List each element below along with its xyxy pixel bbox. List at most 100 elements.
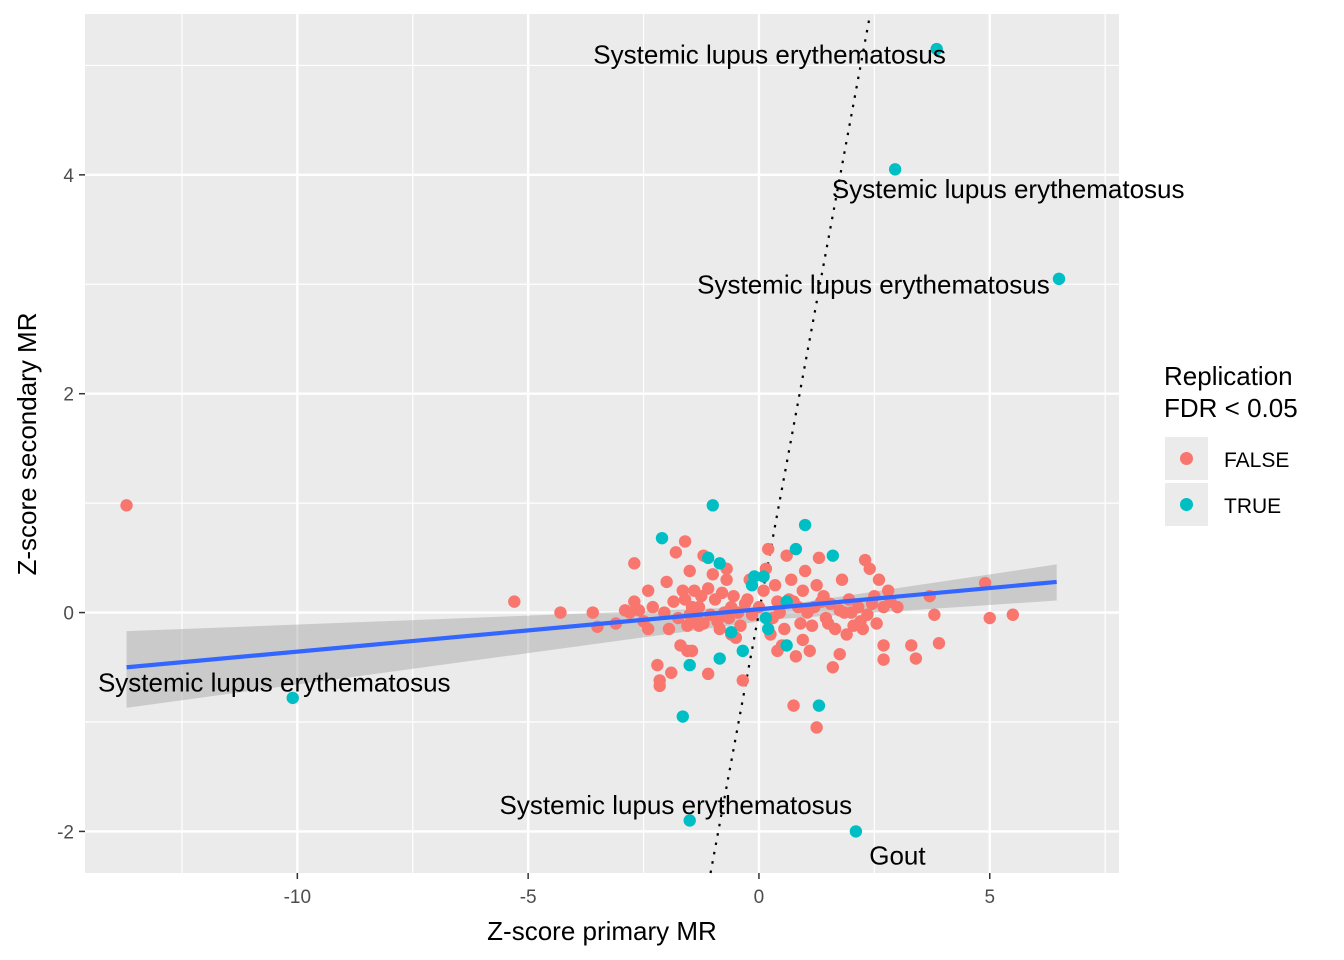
point-true-1 xyxy=(888,163,902,176)
point-false-42 xyxy=(798,564,812,578)
point-false-57 xyxy=(872,573,886,586)
point-false-71 xyxy=(1006,608,1020,621)
point-false-101 xyxy=(828,622,842,636)
point-false-26 xyxy=(701,667,715,681)
point-false-125 xyxy=(632,604,646,617)
point-false-114 xyxy=(685,600,699,614)
point-false-41 xyxy=(789,650,803,663)
point-false-91 xyxy=(778,622,791,636)
fit-line xyxy=(126,579,1057,670)
y-tick-label: 2 xyxy=(63,385,74,406)
point-false-70 xyxy=(983,611,996,625)
y-axis-title: Z-score secondary MR xyxy=(12,313,42,576)
x-tick-label: 5 xyxy=(984,887,995,908)
point-true-7 xyxy=(655,531,669,545)
point-false-13 xyxy=(651,658,664,672)
point-true-4 xyxy=(683,814,696,827)
annotation-label-3: Systemic lupus erythematosus xyxy=(98,668,451,698)
point-false-1 xyxy=(508,595,521,608)
point-false-81 xyxy=(727,589,740,603)
point-false-33 xyxy=(736,674,749,687)
point-false-0 xyxy=(120,499,133,512)
x-axis: -10 -5 0 5 xyxy=(284,873,995,908)
point-false-96 xyxy=(801,606,814,619)
point-false-49 xyxy=(826,661,840,674)
point-false-3 xyxy=(586,606,599,619)
data-points xyxy=(120,42,1066,838)
point-true-22 xyxy=(725,626,738,639)
point-false-130 xyxy=(840,628,853,641)
point-true-17 xyxy=(812,699,826,712)
point-true-0 xyxy=(930,42,943,56)
y-tick-label: -2 xyxy=(57,822,74,843)
point-false-64 xyxy=(905,639,918,652)
point-true-8 xyxy=(798,518,812,532)
point-false-45 xyxy=(810,721,823,734)
legend-title-line-2: FDR < 0.05 xyxy=(1164,393,1298,423)
point-true-20 xyxy=(736,644,749,658)
point-false-133 xyxy=(771,644,784,658)
point-true-16 xyxy=(676,710,689,723)
point-false-12 xyxy=(641,622,655,636)
annotation-label-0: Systemic lupus erythematosus xyxy=(593,39,946,69)
point-false-131 xyxy=(681,644,694,658)
point-false-126 xyxy=(662,622,676,636)
point-false-105 xyxy=(851,600,865,614)
point-false-87 xyxy=(757,584,770,597)
legend-label-false: FALSE xyxy=(1224,449,1289,472)
point-false-106 xyxy=(861,608,874,621)
point-false-89 xyxy=(768,579,782,592)
point-false-83 xyxy=(734,619,747,632)
point-true-23 xyxy=(761,622,775,636)
x-tick-label: -10 xyxy=(284,887,311,908)
point-false-95 xyxy=(796,584,809,597)
legend: Replication FDR < 0.05 FALSE TRUE xyxy=(1164,361,1298,526)
major-gridlines xyxy=(85,14,1119,873)
point-false-68 xyxy=(932,637,946,650)
point-false-77 xyxy=(708,593,722,606)
point-true-14 xyxy=(757,570,770,583)
point-false-116 xyxy=(695,589,708,603)
point-false-8 xyxy=(628,557,641,570)
legend-label-true: TRUE xyxy=(1224,495,1281,518)
x-axis-title: Z-score primary MR xyxy=(487,916,717,946)
point-false-18 xyxy=(669,546,683,559)
y-tick-label: 4 xyxy=(63,166,74,187)
legend-marker-false xyxy=(1180,452,1193,465)
point-true-2 xyxy=(1052,272,1066,286)
annotation-label-4: Systemic lupus erythematosus xyxy=(500,790,853,820)
x-tick-label: -5 xyxy=(520,887,537,908)
point-false-112 xyxy=(676,584,689,597)
point-false-61 xyxy=(881,584,895,597)
minor-gridlines xyxy=(85,14,1119,873)
point-true-21 xyxy=(780,639,793,652)
point-true-3 xyxy=(286,691,299,705)
annotation-label-1: Systemic lupus erythematosus xyxy=(832,174,1185,204)
point-false-94 xyxy=(794,617,807,630)
point-false-51 xyxy=(835,573,849,586)
legend-marker-true xyxy=(1180,498,1193,511)
point-false-59 xyxy=(877,639,890,652)
point-false-129 xyxy=(796,633,809,647)
point-false-20 xyxy=(678,535,692,548)
legend-title-line-1: Replication xyxy=(1164,361,1293,391)
point-false-121 xyxy=(810,579,823,592)
point-false-39 xyxy=(785,573,798,586)
point-false-35 xyxy=(761,542,775,556)
point-false-17 xyxy=(665,666,678,679)
point-true-15 xyxy=(745,579,759,592)
point-true-12 xyxy=(713,557,726,570)
point-false-11 xyxy=(641,584,655,597)
point-false-97 xyxy=(805,619,819,632)
x-tick-label: 0 xyxy=(754,887,765,908)
point-true-9 xyxy=(789,542,803,556)
y-tick-label: 0 xyxy=(63,604,74,625)
point-true-18 xyxy=(683,658,696,672)
point-false-27 xyxy=(706,568,719,581)
point-true-11 xyxy=(701,551,715,565)
point-false-46 xyxy=(812,551,826,565)
point-false-124 xyxy=(646,600,659,614)
annotations: Systemic lupus erythematosus Systemic lup… xyxy=(98,39,1185,870)
annotation-label-5: Gout xyxy=(869,840,926,870)
point-false-108 xyxy=(870,617,883,630)
